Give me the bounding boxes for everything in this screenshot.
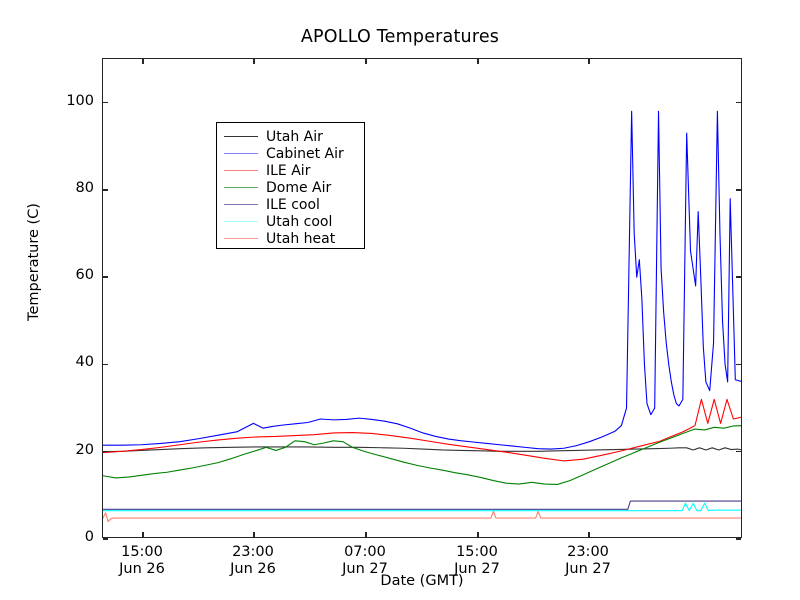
- legend-swatch-icon: [224, 187, 258, 188]
- y-tick-mark: [103, 363, 108, 366]
- x-tick-mark: [588, 59, 590, 64]
- legend-item-ile-air[interactable]: ILE Air: [217, 162, 364, 179]
- x-tick-mark: [477, 532, 479, 537]
- y-tick-mark: [736, 451, 741, 453]
- x-tick-date: Jun 27: [342, 561, 388, 577]
- y-tick-label: 80: [75, 179, 94, 196]
- y-tick-mark: [103, 451, 108, 453]
- y-tick-mark: [103, 276, 108, 278]
- legend-item-label: Cabinet Air: [266, 145, 344, 162]
- legend-swatch-icon: [224, 170, 258, 171]
- y-tick-label: 60: [75, 267, 94, 284]
- series-line-utah-cool: [103, 502, 741, 512]
- series-line-ile-cool: [103, 500, 741, 510]
- y-tick-mark: [736, 189, 741, 191]
- x-tick-date: Jun 27: [565, 561, 611, 577]
- legend-item-label: Utah heat: [266, 230, 336, 247]
- y-tick-mark: [736, 276, 741, 278]
- x-tick-mark: [588, 532, 590, 537]
- legend-swatch-icon: [224, 153, 258, 154]
- y-tick-mark: [103, 101, 108, 104]
- y-tick-mark: [103, 538, 108, 540]
- x-tick-label: 15:00 Jun 26: [82, 544, 202, 578]
- legend-item-label: Utah Air: [266, 128, 323, 145]
- x-tick-mark: [253, 532, 255, 537]
- legend-item-dome-air[interactable]: Dome Air: [217, 179, 364, 196]
- x-tick-date: Jun 26: [230, 561, 276, 577]
- chart-title: APOLLO Temperatures: [300, 27, 500, 47]
- legend-item-utah-air[interactable]: Utah Air: [217, 128, 364, 145]
- series-line-utah-air: [103, 446, 741, 453]
- x-tick-mark: [253, 59, 255, 64]
- x-tick-mark: [365, 532, 367, 537]
- x-tick-mark: [477, 59, 479, 64]
- legend-item-label: ILE Air: [266, 162, 311, 179]
- x-tick-label: 07:00 Jun 27: [305, 544, 425, 578]
- x-tick-time: 23:00: [232, 544, 274, 560]
- legend-item-cabinet-air[interactable]: Cabinet Air: [217, 145, 364, 162]
- plot-inner: [103, 59, 741, 537]
- series-line-cabinet-air: [103, 110, 741, 450]
- x-tick-mark: [142, 59, 144, 64]
- x-tick-time: 15:00: [121, 544, 163, 560]
- legend-swatch-icon: [224, 204, 258, 205]
- x-tick-label: 23:00 Jun 27: [528, 544, 648, 578]
- x-tick-date: Jun 27: [454, 561, 500, 577]
- y-tick-label: 0: [84, 529, 94, 545]
- legend-item-utah-heat[interactable]: Utah heat: [217, 230, 364, 247]
- series-line-dome-air: [103, 425, 741, 486]
- plot-area: Utah Air Cabinet Air ILE Air Dome Air ILE co…: [102, 58, 742, 540]
- x-tick-time: 23:00: [567, 544, 609, 560]
- x-tick-label: 15:00 Jun 27: [417, 544, 537, 578]
- x-axis-label: Date (GMT): [380, 573, 464, 589]
- series-line-utah-heat: [103, 510, 741, 523]
- y-tick-mark: [736, 538, 741, 540]
- legend-swatch-icon: [224, 136, 258, 137]
- y-tick-label: 100: [66, 92, 94, 109]
- x-tick-mark: [142, 532, 144, 537]
- y-tick-label: 40: [75, 354, 94, 371]
- x-tick-time: 15:00: [456, 544, 498, 560]
- legend[interactable]: Utah Air Cabinet Air ILE Air Dome Air ILE co…: [216, 122, 365, 249]
- x-tick-time: 07:00: [344, 544, 386, 560]
- x-tick-date: Jun 26: [119, 561, 165, 577]
- series-line-ile-air: [103, 398, 741, 462]
- y-tick-label: 20: [75, 441, 94, 458]
- y-tick-mark: [103, 189, 108, 191]
- legend-item-label: ILE cool: [266, 196, 320, 213]
- x-tick-label: 23:00 Jun 26: [193, 544, 313, 578]
- legend-item-label: Utah cool: [266, 213, 333, 230]
- legend-item-label: Dome Air: [266, 179, 332, 196]
- y-tick-mark: [736, 363, 741, 366]
- x-tick-mark: [365, 59, 367, 64]
- legend-item-ile-cool[interactable]: ILE cool: [217, 196, 364, 213]
- legend-item-utah-cool[interactable]: Utah cool: [217, 213, 364, 230]
- y-tick-mark: [736, 101, 741, 104]
- y-axis-label: Temperature (C): [26, 203, 42, 321]
- data-series-svg: [103, 110, 741, 523]
- legend-swatch-icon: [224, 238, 258, 239]
- legend-swatch-icon: [224, 221, 258, 222]
